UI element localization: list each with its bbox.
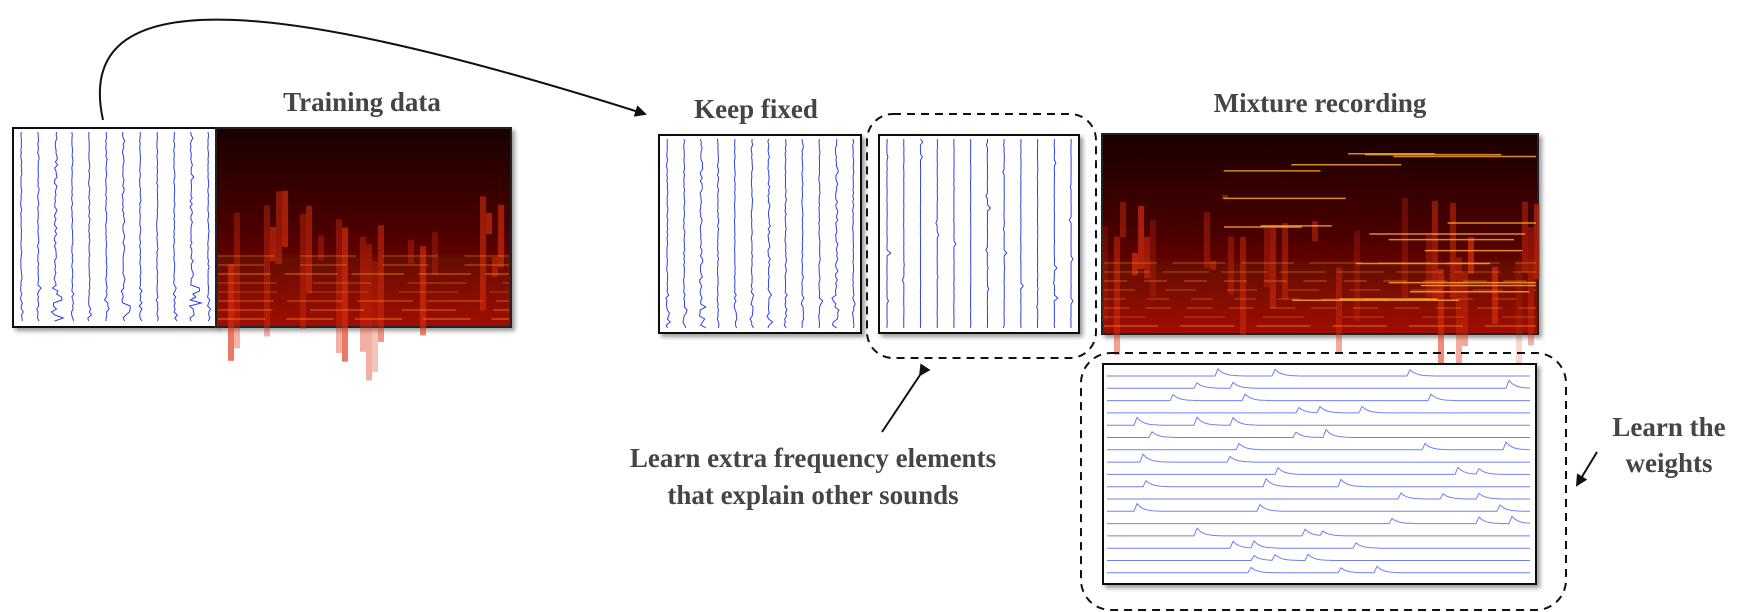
spectrogram-band: [306, 206, 312, 294]
spectrogram-band: [1240, 237, 1246, 335]
waveform-panel: [13, 128, 216, 327]
spectrogram-band: [300, 214, 306, 329]
waveform-panel: [879, 135, 1079, 333]
spectrogram-band: [228, 264, 234, 361]
spectrogram-band: [360, 236, 366, 351]
label: Training data: [283, 87, 441, 117]
spectrogram-band: [486, 213, 492, 234]
spectrogram-band: [408, 240, 414, 264]
arrow: [1577, 452, 1597, 485]
spectrogram-band: [1336, 267, 1342, 353]
spectrogram-band: [420, 246, 426, 335]
spectrogram-band: [432, 232, 438, 275]
spectrogram-band: [282, 191, 288, 247]
spectrogram-band: [1312, 221, 1318, 241]
spectrogram-band: [378, 225, 384, 342]
spectrogram-band: [1138, 206, 1144, 269]
spectrogram-band: [1270, 228, 1276, 308]
spectrogram-band: [1426, 235, 1432, 297]
spectrogram-band: [1204, 212, 1210, 267]
spectrogram-band: [276, 191, 282, 264]
spectrogram-band: [498, 205, 504, 268]
spectrogram-band: [1528, 227, 1534, 345]
spectrogram-band: [1462, 273, 1468, 346]
spectrogram-band: [372, 261, 378, 372]
spectrogram-band: [1282, 223, 1288, 299]
spectrogram-band: [1102, 226, 1108, 321]
label: Learn the: [1612, 412, 1725, 442]
spectrogram-band: [366, 244, 372, 380]
spectrogram-band: [1522, 202, 1528, 273]
arrow: [882, 375, 920, 432]
label: Keep fixed: [694, 94, 818, 124]
spectrogram-band: [1228, 237, 1234, 295]
label: weights: [1626, 448, 1713, 478]
diagram: Training data Keep fixed Mixture recordi…: [0, 0, 1739, 612]
spectrogram-band: [1468, 237, 1474, 273]
spectrogram-band: [234, 213, 240, 349]
label: Mixture recording: [1214, 88, 1427, 118]
label: Learn extra frequency elements: [630, 443, 996, 473]
waveform-panel: [659, 135, 861, 333]
spectrogram-band: [1150, 220, 1156, 297]
spectrogram-band: [1492, 267, 1498, 324]
spectrogram-band: [1120, 202, 1126, 238]
spectrogram-band: [342, 228, 348, 362]
spectrogram-band: [1534, 204, 1540, 279]
spectrogram-band: [336, 219, 342, 353]
spectrogram-band: [1114, 236, 1120, 354]
spectrogram-band: [1264, 228, 1270, 287]
spectrogram-band: [480, 196, 486, 310]
spectrogram-band: [264, 205, 270, 336]
label: that explain other sounds: [667, 480, 958, 510]
